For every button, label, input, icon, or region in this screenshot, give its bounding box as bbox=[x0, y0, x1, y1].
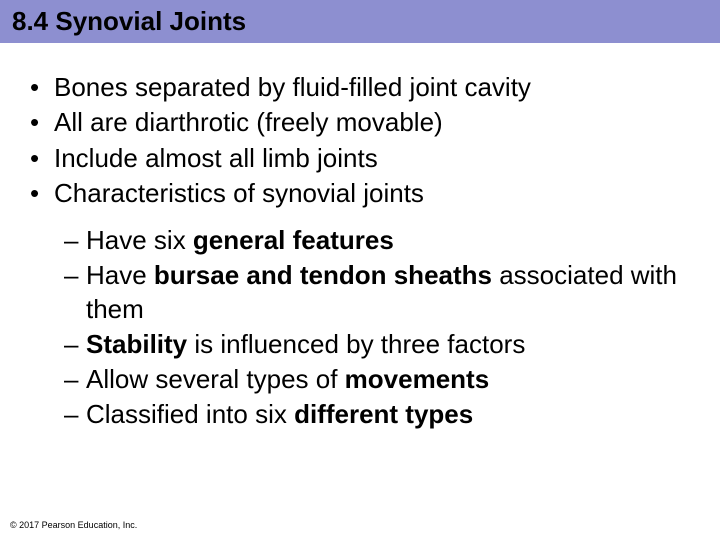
list-item: Stability is influenced by three factors bbox=[64, 328, 700, 361]
bullet-list-level2: Have six general features Have bursae an… bbox=[64, 224, 700, 432]
list-item: Characteristics of synovial joints bbox=[20, 177, 700, 210]
text-bold: movements bbox=[345, 364, 490, 394]
list-item: Allow several types of movements bbox=[64, 363, 700, 396]
text-pre: Have bbox=[86, 260, 154, 290]
bullet-list-level1: Bones separated by fluid-filled joint ca… bbox=[20, 71, 700, 210]
text-bold: Stability bbox=[86, 329, 187, 359]
text-pre: Classified into six bbox=[86, 399, 294, 429]
list-item: Classified into six different types bbox=[64, 398, 700, 431]
slide-header: 8.4 Synovial Joints bbox=[0, 0, 720, 43]
text-bold: different types bbox=[294, 399, 473, 429]
list-item: Bones separated by fluid-filled joint ca… bbox=[20, 71, 700, 104]
slide-body: Bones separated by fluid-filled joint ca… bbox=[0, 43, 720, 432]
text-pre: Have six bbox=[86, 225, 193, 255]
text-post: is influenced by three factors bbox=[187, 329, 525, 359]
list-item: Have bursae and tendon sheaths associate… bbox=[64, 259, 700, 326]
copyright-text: © 2017 Pearson Education, Inc. bbox=[10, 520, 137, 530]
text-bold: bursae and tendon sheaths bbox=[154, 260, 492, 290]
text-pre: Allow several types of bbox=[86, 364, 345, 394]
text-bold: general features bbox=[193, 225, 394, 255]
list-item: All are diarthrotic (freely movable) bbox=[20, 106, 700, 139]
list-item: Include almost all limb joints bbox=[20, 142, 700, 175]
list-item: Have six general features bbox=[64, 224, 700, 257]
